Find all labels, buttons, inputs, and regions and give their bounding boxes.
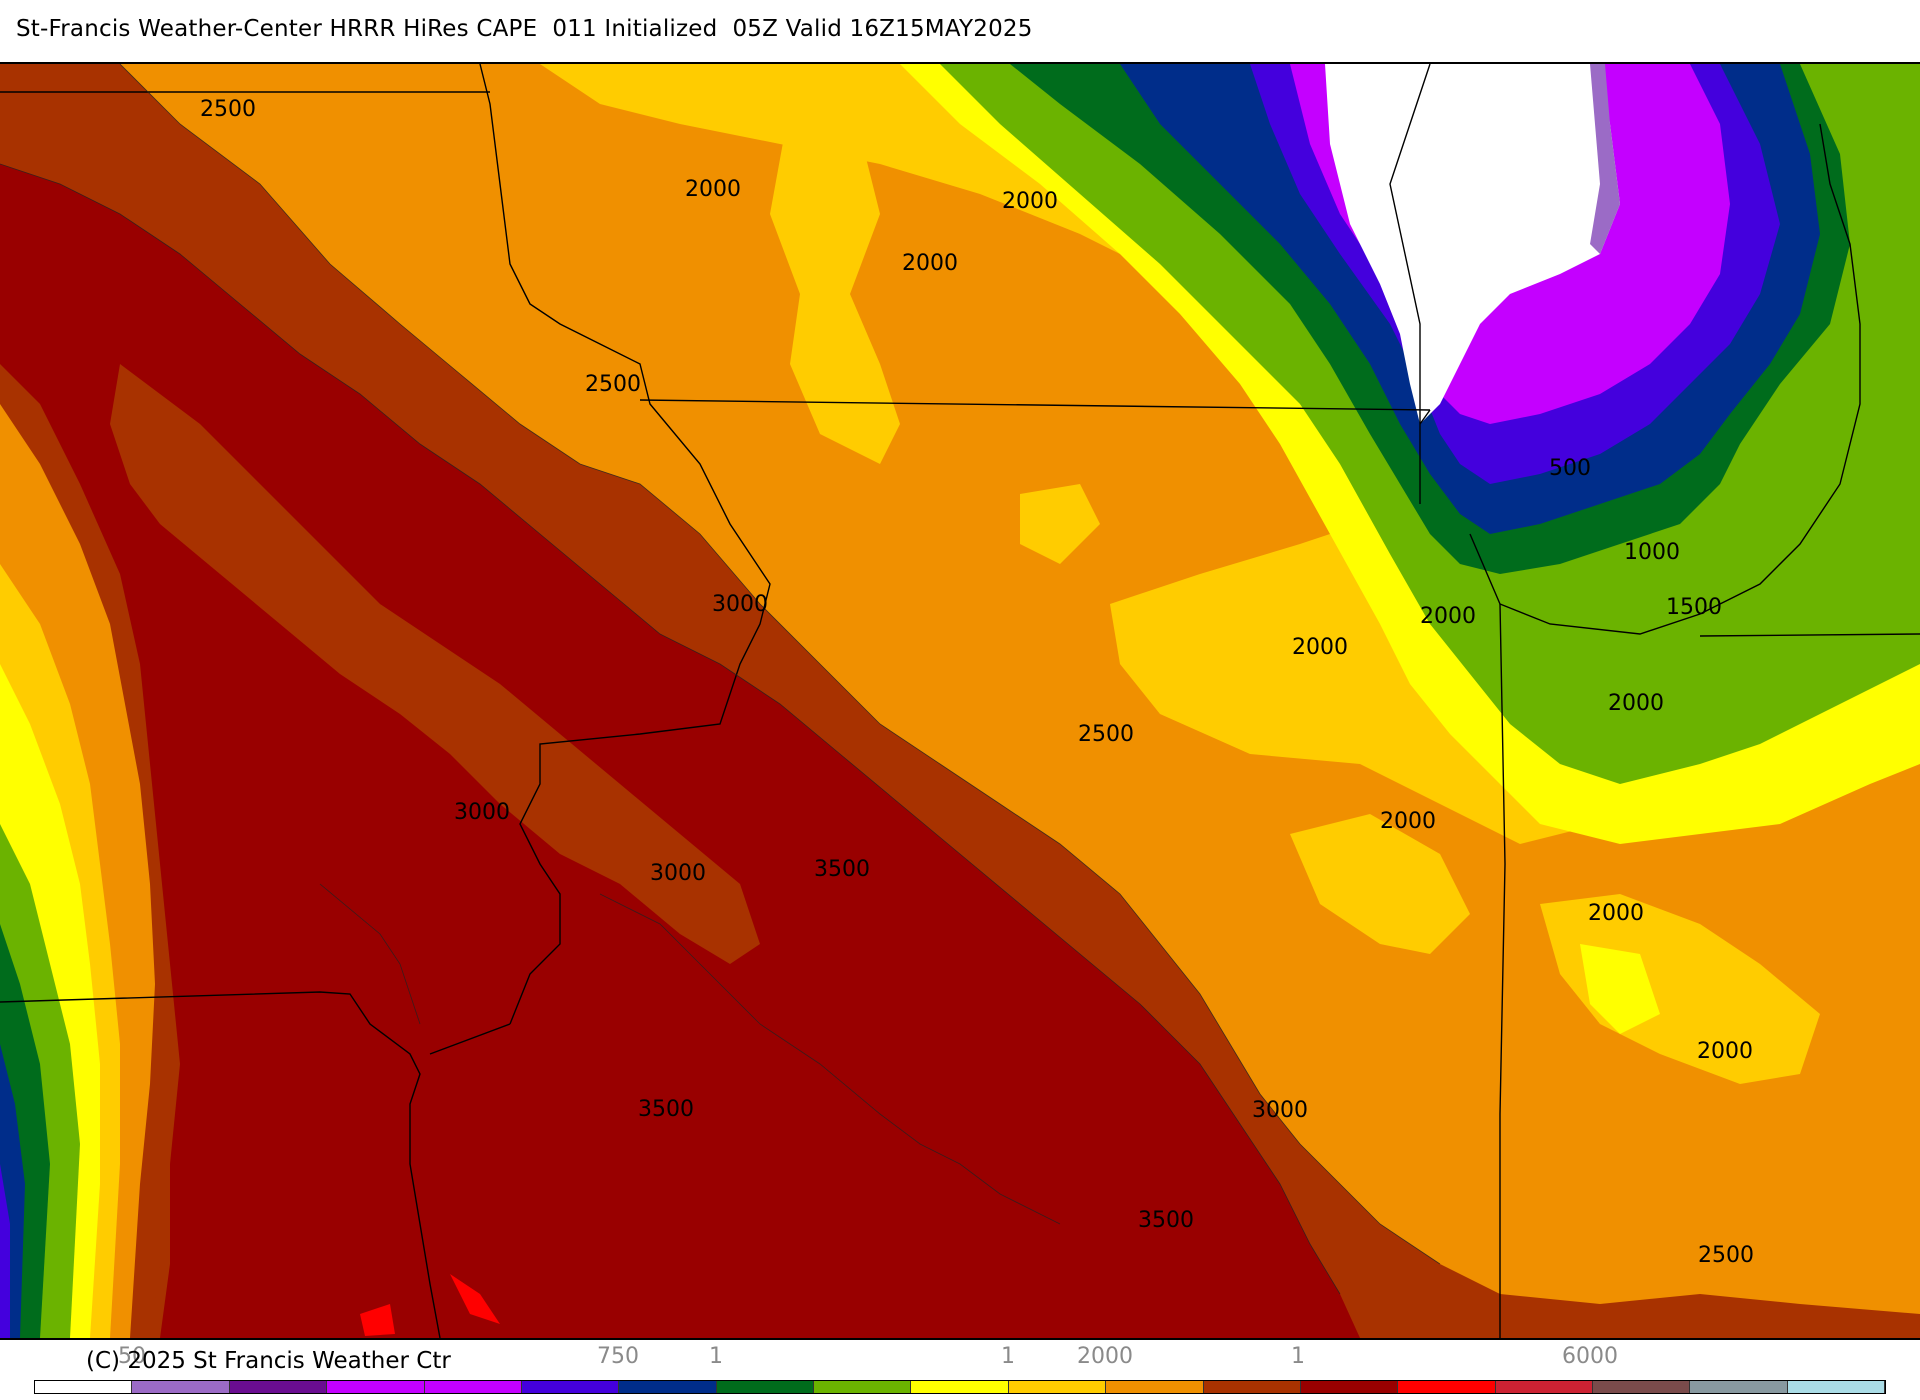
contour-label: 3000 (712, 592, 768, 617)
cape-750-west (0, 1164, 10, 1338)
cape-3000-area (0, 164, 1360, 1338)
state-boundaries (0, 64, 1920, 1338)
legend-swatch (1008, 1381, 1107, 1393)
contour-label: 2000 (1697, 1039, 1753, 1064)
legend-swatch (229, 1381, 328, 1393)
contour-label: 2000 (1380, 809, 1436, 834)
contour-label: 3500 (1138, 1208, 1194, 1233)
contour-label: 2500 (585, 372, 641, 397)
legend-swatch (1106, 1381, 1204, 1393)
map-title: St-Francis Weather-Center HRRR HiRes CAP… (16, 16, 1033, 42)
cape-2000-area-southeast (1290, 814, 1470, 954)
legend-label: 50 (118, 1344, 146, 1369)
legend-swatch (1203, 1381, 1301, 1393)
legend-label: 1 (1001, 1344, 1015, 1369)
legend-swatch (1495, 1381, 1593, 1393)
contour-label: 2000 (1588, 901, 1644, 926)
legend-swatch (814, 1381, 912, 1393)
legend-label: 2000 (1077, 1344, 1133, 1369)
legend-swatch (35, 1381, 133, 1393)
legend-swatch (424, 1381, 522, 1393)
cape-2500-tongue (110, 364, 760, 964)
legend-swatch (619, 1381, 717, 1393)
contour-label: 2000 (1420, 604, 1476, 629)
contour-label: 1000 (1624, 540, 1680, 565)
contour-label: 2000 (1608, 691, 1664, 716)
legend-label: 6000 (1562, 1344, 1618, 1369)
contour-label: 1500 (1666, 595, 1722, 620)
legend-swatch (911, 1381, 1009, 1393)
contour-label: 3000 (454, 800, 510, 825)
legend-label: 1 (709, 1344, 723, 1369)
contour-label: 2000 (902, 251, 958, 276)
legend-swatch (716, 1381, 814, 1393)
legend-label: 1 (1291, 1344, 1305, 1369)
color-legend-bar (34, 1380, 1886, 1394)
legend-swatch (1593, 1381, 1691, 1393)
contour-label: 3000 (1252, 1098, 1308, 1123)
contour-label: 2500 (1698, 1243, 1754, 1268)
cape-3500-patch-2 (360, 1304, 395, 1336)
contour-label: 2500 (200, 97, 256, 122)
cape-below-250-lake (1325, 64, 1620, 424)
legend-swatch (132, 1381, 230, 1393)
legend-swatch (1398, 1381, 1496, 1393)
cape-2000-area-northcentral (770, 104, 900, 464)
legend-swatch (1787, 1381, 1886, 1393)
contour-label: 500 (1549, 456, 1591, 481)
contour-label: 2000 (685, 177, 741, 202)
legend-swatch (521, 1381, 620, 1393)
map-canvas: 2500 2000 2000 2000 2500 3000 3000 3000 … (0, 64, 1920, 1338)
contour-label: 3500 (638, 1097, 694, 1122)
cape-3500-patch (450, 1274, 500, 1324)
legend-swatch (1300, 1381, 1399, 1393)
cape-map: 2500 2000 2000 2000 2500 3000 3000 3000 … (0, 62, 1920, 1340)
contour-label: 3000 (650, 861, 706, 886)
cape-1750-patch (1580, 944, 1660, 1034)
cape-2000-patch (1020, 484, 1100, 564)
copyright-text: (C) 2025 St Francis Weather Ctr (86, 1348, 451, 1374)
cape-250-band (1590, 64, 1620, 254)
legend-swatch (327, 1381, 425, 1393)
contour-label: 3500 (814, 857, 870, 882)
legend-label: 750 (597, 1344, 639, 1369)
contour-lines (0, 64, 1441, 1295)
cape-2000-area-far-southeast (1540, 894, 1820, 1084)
contour-label: 2000 (1292, 635, 1348, 660)
contour-label: 2500 (1078, 722, 1134, 747)
legend-labels: 50 750 1 1 2000 1 6000 (0, 1344, 1920, 1374)
contour-label: 2000 (1002, 189, 1058, 214)
contour-labels: 2500 2000 2000 2000 2500 3000 3000 3000 … (200, 97, 1754, 1268)
legend-swatch (1690, 1381, 1788, 1393)
